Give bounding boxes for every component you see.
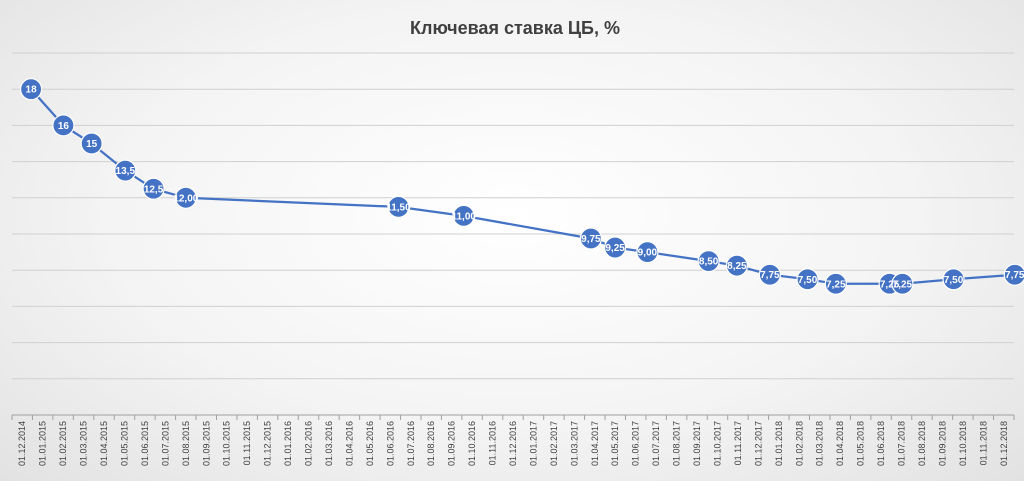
x-tick-label: 01.12.2017 (753, 421, 763, 466)
data-label: 16 (58, 121, 70, 132)
data-point (579, 227, 602, 250)
x-tick-label: 01.02.2016 (304, 421, 314, 466)
data-point (1003, 263, 1024, 286)
data-point (52, 114, 75, 137)
data-label: 12,5 (144, 184, 164, 195)
x-tick-label: 01.03.2016 (324, 421, 334, 466)
data-label: 18 (26, 85, 38, 96)
data-point (604, 236, 627, 259)
data-label: 7,75 (760, 270, 780, 281)
x-tick-label: 01.09.2015 (201, 421, 211, 466)
x-tick-label: 01.04.2018 (835, 421, 845, 466)
x-tick-label: 01.05.2018 (856, 421, 866, 466)
x-tick-label: 01.08.2017 (672, 421, 682, 466)
x-tick-label: 01.10.2017 (712, 421, 722, 466)
data-label: 15 (86, 139, 98, 150)
data-point (824, 272, 847, 295)
x-tick-label: 01.07.2015 (160, 421, 170, 466)
x-tick-label: 01.03.2017 (569, 421, 579, 466)
data-label: 8,50 (699, 257, 719, 268)
x-tick-label: 01.11.2016 (488, 421, 498, 465)
data-label: 11,50 (386, 202, 411, 213)
data-point (114, 159, 137, 182)
data-point (80, 132, 103, 155)
x-tick-label: 01.01.2018 (774, 421, 784, 466)
x-tick-label: 01.05.2016 (365, 421, 375, 466)
x-tick-label: 01.08.2018 (917, 421, 927, 466)
x-tick-label: 01.07.2018 (897, 421, 907, 466)
data-point (174, 186, 197, 209)
data-label: 7,25 (826, 279, 846, 290)
data-label: 12,00 (173, 193, 198, 204)
data-point (697, 250, 720, 273)
data-label: 7,50 (944, 275, 964, 286)
series-line (30, 88, 1015, 285)
data-label: 13,5 (116, 166, 136, 177)
data-point (891, 272, 914, 295)
x-tick-label: 01.02.2018 (794, 421, 804, 466)
x-tick-label: 01.06.2015 (140, 421, 150, 466)
x-tick-label: 01.03.2018 (815, 421, 825, 466)
data-label: 7,50 (798, 275, 818, 286)
data-labels: 18 16 15 13,5 12,5 12,00 11,50 11,00 9,75 9,25 9,0… (26, 85, 1024, 291)
x-tick-label: 01.09.2018 (937, 421, 947, 466)
x-tick-label: 01.09.2017 (692, 421, 702, 466)
x-tick-label: 01.11.2015 (242, 421, 252, 465)
x-tick-label: 01.04.2016 (344, 421, 354, 466)
x-tick-label: 01.12.2018 (999, 421, 1009, 466)
data-point (796, 268, 819, 291)
x-tick-label: 01.08.2015 (181, 421, 191, 466)
x-axis: 01.12.2014 01.01.2015 01.02.2015 01.03.2015… (11, 414, 1015, 466)
data-point (758, 263, 781, 286)
x-tick-label: 01.12.2015 (263, 421, 273, 466)
data-label: 9,00 (638, 248, 658, 259)
x-tick-label: 01.09.2016 (447, 421, 457, 466)
x-tick-label: 01.05.2015 (119, 421, 129, 466)
x-tick-label: 01.02.2017 (549, 421, 559, 466)
data-label: 8,25 (727, 261, 747, 272)
x-tick-label: 01.05.2017 (610, 421, 620, 466)
x-tick-label: 01.11.2017 (733, 421, 743, 465)
data-label: 7,25 (880, 279, 900, 290)
x-tick-label: 01.01.2017 (528, 421, 538, 466)
data-label: 9,25 (605, 243, 625, 254)
x-tick-label: 01.04.2017 (590, 421, 600, 466)
x-tick-label: 01.07.2016 (406, 421, 416, 466)
x-tick-label: 01.03.2015 (79, 421, 89, 466)
data-point (942, 268, 965, 291)
x-tick-label: 01.06.2017 (631, 421, 641, 466)
x-tick-label: 01.07.2017 (651, 421, 661, 466)
x-tick-label: 01.10.2018 (958, 421, 968, 466)
data-label: 7,25 (893, 279, 913, 290)
x-tick-label: 01.01.2016 (283, 421, 293, 466)
data-label: 7,75 (1005, 270, 1024, 281)
x-tick-label: 01.10.2015 (222, 421, 232, 466)
x-tick-label: 01.10.2016 (467, 421, 477, 466)
x-tick-label: 01.04.2015 (99, 421, 109, 466)
data-point (142, 177, 165, 200)
x-tick-label: 01.02.2015 (58, 421, 68, 466)
data-point (636, 241, 659, 264)
x-tick-label: 01.11.2018 (978, 421, 988, 465)
data-label: 9,75 (581, 234, 601, 245)
data-label: 11,00 (451, 211, 476, 222)
data-point (387, 195, 410, 218)
chart-title: Ключевая ставка ЦБ, % (410, 18, 620, 38)
gridlines (12, 52, 1014, 380)
x-tick-label: 01.01.2015 (38, 421, 48, 466)
x-tick-label: 01.06.2018 (876, 421, 886, 466)
x-tick-label: 01.06.2016 (385, 421, 395, 466)
data-series (19, 78, 1024, 295)
data-point (19, 78, 43, 101)
data-point (452, 204, 475, 227)
x-tick-label: 01.08.2016 (426, 421, 436, 466)
x-tick-label: 01.12.2014 (17, 421, 27, 466)
data-point (725, 254, 748, 277)
x-tick-label: 01.12.2016 (508, 421, 518, 466)
